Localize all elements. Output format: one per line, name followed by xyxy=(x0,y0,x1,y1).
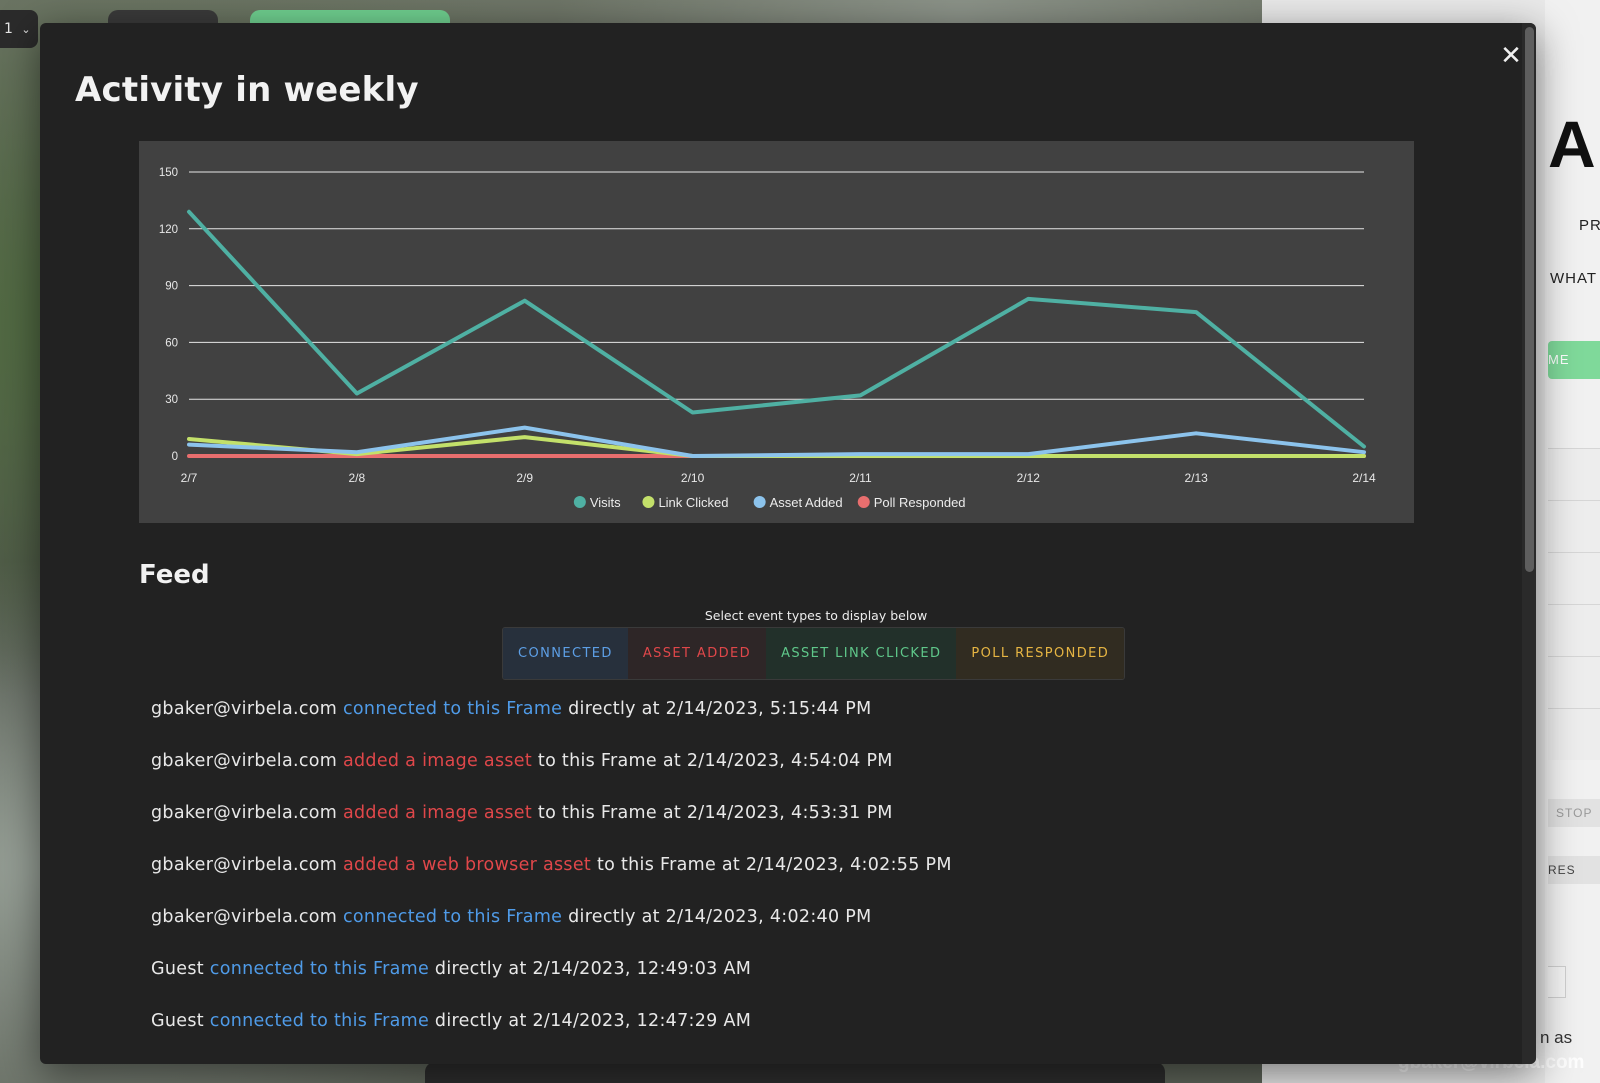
side-panel-row[interactable] xyxy=(1548,552,1600,604)
side-panel-green-button[interactable]: ME xyxy=(1548,341,1600,379)
feed-item-detail: directly at 2/14/2023, 4:02:40 PM xyxy=(568,907,872,927)
feed-item: gbaker@virbela.com added a image asset t… xyxy=(151,787,1451,839)
chart-y-tick-label: 90 xyxy=(165,281,178,293)
background-green-tab[interactable] xyxy=(250,10,450,26)
chart-legend-swatch xyxy=(857,496,870,508)
chart-x-tick-label: 2/8 xyxy=(349,471,366,485)
feed-item-action-link[interactable]: connected to this Frame xyxy=(209,1011,430,1031)
chart-y-tick-label: 150 xyxy=(159,167,178,179)
feed-item-user: Guest xyxy=(151,959,204,979)
feed-item-user: gbaker@virbela.com xyxy=(151,803,338,823)
side-panel-row[interactable] xyxy=(1548,708,1600,760)
feed-item-detail: directly at 2/14/2023, 12:47:29 AM xyxy=(434,1011,752,1031)
feed-item-user: gbaker@virbela.com xyxy=(151,907,338,927)
chart-legend-label: Visits xyxy=(590,495,621,510)
feed-item-detail: to this Frame at 2/14/2023, 4:53:31 PM xyxy=(537,803,893,823)
filter-asset-added[interactable]: ASSET ADDED xyxy=(627,628,767,679)
feed-item: gbaker@virbela.com added a web browser a… xyxy=(151,839,1451,891)
chart-legend-swatch xyxy=(642,496,655,508)
feed-item-action-link[interactable]: connected to this Frame xyxy=(343,907,563,927)
chart-x-tick-label: 2/7 xyxy=(181,471,198,485)
feed-title: Feed xyxy=(139,560,210,590)
feed-item-detail: to this Frame at 2/14/2023, 4:54:04 PM xyxy=(537,751,893,771)
filter-connected[interactable]: CONNECTED xyxy=(503,628,628,679)
side-panel-row[interactable] xyxy=(1548,500,1600,552)
filter-caption: Select event types to display below xyxy=(704,608,928,623)
scrollbar-thumb[interactable] xyxy=(1525,27,1534,572)
stop-button[interactable]: STOP xyxy=(1548,799,1600,827)
close-button[interactable]: ✕ xyxy=(1496,41,1526,71)
side-panel-line-2: WHAT xyxy=(1550,270,1598,287)
feed-item: Guest connected to this Frame directly a… xyxy=(151,943,1451,995)
chart-y-tick-label: 30 xyxy=(165,394,178,406)
chart-legend-label: Asset Added xyxy=(770,495,843,510)
feed-item-action-link[interactable]: added a web browser asset xyxy=(343,855,592,875)
side-panel-line-1: PR xyxy=(1579,217,1600,234)
event-type-filters: CONNECTED ASSET ADDED ASSET LINK CLICKED… xyxy=(502,627,1126,680)
chart-x-tick-label: 2/14 xyxy=(1352,471,1376,485)
close-icon: ✕ xyxy=(1500,41,1522,71)
chart-series-line-asset-added xyxy=(187,425,1366,458)
filter-poll-responded[interactable]: POLL RESPONDED xyxy=(956,628,1125,679)
chart-y-tick-label: 60 xyxy=(165,337,178,349)
modal-scrollbar[interactable] xyxy=(1522,23,1536,1064)
feed-item-user: Guest xyxy=(151,1011,204,1031)
feed-list: gbaker@virbela.com connected to this Fra… xyxy=(151,683,1451,1047)
chart-legend-label: Poll Responded xyxy=(874,495,966,510)
chart-legend-label: Link Clicked xyxy=(658,495,728,510)
activity-chart: 0 30 60 90 120 150 2/7 2/8 2/9 2/10 2/11 2/12 2/13 2/… xyxy=(139,141,1414,523)
feed-item-detail: directly at 2/14/2023, 5:15:44 PM xyxy=(568,699,872,719)
activity-chart-svg: 0 30 60 90 120 150 2/7 2/8 2/9 2/10 2/11 2/12 2/13 2/… xyxy=(159,167,1376,510)
feed-item-detail: directly at 2/14/2023, 12:49:03 AM xyxy=(434,959,752,979)
chart-x-tick-label: 2/9 xyxy=(516,471,533,485)
feed-item: gbaker@virbela.com added a image asset t… xyxy=(151,735,1451,787)
chevron-down-icon: ⌄ xyxy=(21,23,31,36)
background-tab[interactable] xyxy=(108,10,218,26)
chart-x-tick-label: 2/10 xyxy=(681,471,705,485)
activity-modal: ✕ Activity in weekly 0 30 60 90 120 150 2/7 2/8… xyxy=(40,23,1536,1064)
chart-y-tick-label: 0 xyxy=(172,451,178,463)
filter-asset-link-clicked[interactable]: ASSET LINK CLICKED xyxy=(766,628,957,679)
feed-item: gbaker@virbela.com connected to this Fra… xyxy=(151,683,1451,735)
chart-legend-swatch xyxy=(753,496,766,508)
signed-in-label: n as xyxy=(1540,1028,1573,1047)
feed-item-action-link[interactable]: added a image asset xyxy=(343,751,533,771)
feed-item: gbaker@virbela.com connected to this Fra… xyxy=(151,891,1451,943)
modal-title: Activity in weekly xyxy=(75,70,419,110)
view-selector-label: 1 xyxy=(4,21,13,37)
feed-item-detail: to this Frame at 2/14/2023, 4:02:55 PM xyxy=(596,855,952,875)
side-panel-row[interactable] xyxy=(1548,656,1600,708)
side-panel-row[interactable] xyxy=(1548,448,1600,500)
view-selector[interactable]: 1 ⌄ xyxy=(0,10,38,48)
feed-item-user: gbaker@virbela.com xyxy=(151,855,338,875)
chart-x-tick-label: 2/11 xyxy=(849,471,872,485)
chart-series-line-visits xyxy=(187,209,1366,449)
chart-legend-swatch xyxy=(573,496,586,508)
side-panel-row[interactable] xyxy=(1548,604,1600,656)
feed-item-action-link[interactable]: added a image asset xyxy=(343,803,533,823)
side-panel-input[interactable] xyxy=(1548,966,1566,998)
chart-y-tick-label: 120 xyxy=(159,224,178,236)
bottom-toolbar xyxy=(425,1062,1165,1083)
feed-item-action-link[interactable]: connected to this Frame xyxy=(343,699,563,719)
chart-x-tick-label: 2/13 xyxy=(1184,471,1208,485)
chart-x-tick-label: 2/12 xyxy=(1017,471,1041,485)
feed-item-action-link[interactable]: connected to this Frame xyxy=(209,959,430,979)
side-panel-res-button[interactable]: RES xyxy=(1548,856,1600,884)
feed-item: Guest connected to this Frame directly a… xyxy=(151,995,1451,1047)
side-panel-heading: AM xyxy=(1548,107,1600,181)
feed-item-user: gbaker@virbela.com xyxy=(151,751,338,771)
feed-item-user: gbaker@virbela.com xyxy=(151,699,338,719)
